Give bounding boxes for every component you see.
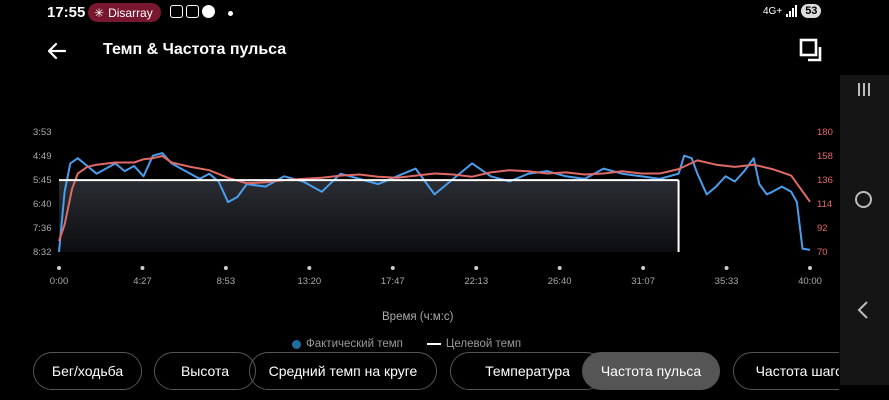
left-axis-tick: 8:32 [33, 247, 52, 258]
x-axis-tick-dot [724, 266, 729, 270]
legend-target-pace: Целевой темп [426, 338, 522, 350]
tab-run-walk[interactable]: Бег/ходьба [33, 352, 142, 390]
x-axis-tick-label: 31:07 [631, 276, 655, 287]
sparkle-icon: ✳ [94, 5, 105, 20]
legend-target-label: Целевой темп [445, 338, 522, 350]
heart-rate-line [58, 155, 811, 242]
left-axis-tick: 3:53 [33, 127, 52, 138]
actual-pace-line [58, 152, 811, 252]
tab-elevation[interactable]: Высота [154, 352, 256, 390]
legend-line-icon [426, 343, 441, 345]
right-axis-tick: 114 [817, 199, 832, 210]
right-axis-tick: 92 [817, 223, 828, 234]
chart-legend: Фактический темп Целевой темп [292, 338, 521, 350]
pace-heart-rate-chart[interactable]: 3:53 4:49 5:45 6:40 7:36 8:32 180 158 136 114 92 7… [0, 120, 840, 305]
target-pace-area [59, 180, 679, 252]
tab-cadence[interactable]: Частота шагов [733, 352, 839, 390]
x-axis-tick-label: 8:53 [217, 276, 236, 287]
status-bar: 17:55 ✳ Disarray 4G+ 53 [0, 0, 889, 26]
right-axis-tick: 180 [817, 127, 833, 138]
home-icon[interactable] [855, 191, 872, 208]
x-axis-tick-label: 40:00 [798, 276, 822, 287]
x-axis-tick-dot [557, 266, 562, 270]
battery-badge: 53 [801, 4, 822, 18]
left-axis-tick: 6:40 [33, 199, 52, 210]
x-axis-label: Время (ч:м:с) [382, 311, 454, 323]
x-axis-tick-dot [390, 266, 395, 270]
screenshot-icon [170, 5, 183, 18]
x-axis-tick-dot [808, 266, 812, 270]
status-time: 17:55 [47, 4, 86, 21]
notification-label: Disarray [108, 5, 153, 20]
app-header: Темп & Частота пульса [0, 30, 889, 74]
x-axis-tick-dot [57, 266, 61, 270]
x-axis-tick-label: 17:47 [381, 276, 405, 287]
left-axis-tick: 4:49 [33, 151, 52, 162]
notification-icons [170, 5, 215, 18]
x-axis-tick-label: 26:40 [548, 276, 572, 287]
metric-tabs: Бег/ходьба Высота Средний темп на круге … [33, 352, 839, 390]
x-axis-tick-label: 35:33 [715, 276, 739, 287]
recent-apps-icon[interactable] [857, 83, 871, 97]
network-label: 4G+ [763, 5, 783, 17]
right-axis-tick: 158 [817, 151, 833, 162]
tab-avg-lap-pace[interactable]: Средний темп на круге [249, 352, 437, 390]
x-axis-tick-dot [140, 266, 145, 270]
status-right: 4G+ 53 [763, 4, 822, 18]
left-axis-tick: 7:36 [33, 223, 52, 234]
right-axis-tick: 136 [817, 175, 833, 186]
x-axis-tick-label: 13:20 [297, 276, 321, 287]
signal-icon [786, 5, 798, 17]
legend-actual-pace: Фактический темп [292, 338, 403, 350]
page-title: Темп & Частота пульса [103, 41, 287, 58]
messenger-icon [202, 5, 215, 18]
right-axis-tick: 70 [817, 247, 828, 258]
system-nav-bar [840, 75, 889, 385]
x-axis-tick-dot [641, 266, 646, 270]
legend-dot-icon [292, 339, 301, 349]
nav-back-icon[interactable] [857, 301, 869, 319]
x-axis-tick-dot [307, 266, 312, 270]
x-axis-tick-dot [474, 266, 479, 270]
back-arrow-icon[interactable] [44, 38, 70, 64]
x-axis-tick-label: 0:00 [50, 276, 69, 287]
x-axis-tick-label: 22:13 [464, 276, 488, 287]
left-axis-tick: 5:45 [33, 175, 52, 186]
fullscreen-icon[interactable] [797, 36, 827, 66]
tab-heart-rate[interactable]: Частота пульса [582, 352, 720, 390]
legend-actual-label: Фактический темп [306, 338, 403, 350]
x-axis-tick-dot [223, 266, 228, 270]
garmin-icon [186, 5, 199, 18]
notification-pill[interactable]: ✳ Disarray [88, 3, 161, 22]
more-notifications-icon [228, 11, 233, 16]
x-axis-tick-label: 4:27 [133, 276, 152, 287]
